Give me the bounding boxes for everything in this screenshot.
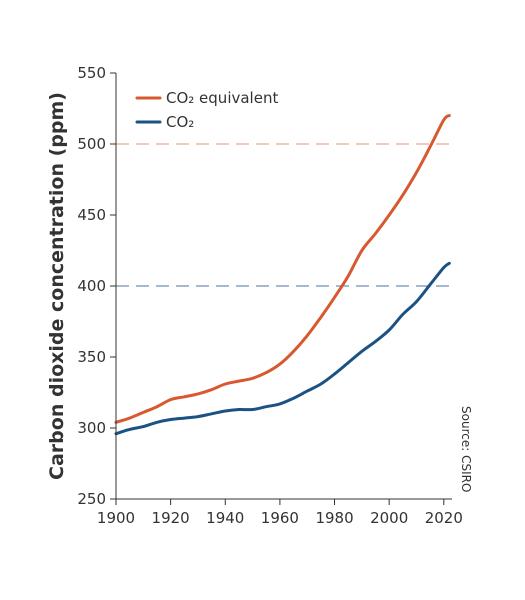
legend-item-co2: CO₂ — [135, 113, 194, 131]
series-lines — [114, 114, 451, 436]
x-tick-label: 2000 — [370, 509, 408, 527]
x-axis-ticks: 1900 1920 1940 1960 1980 2000 2020 — [97, 499, 463, 527]
y-tick-label: 400 — [77, 277, 106, 295]
y-axis-title: Carbon dioxide concentration (ppm) — [46, 92, 68, 480]
x-tick-label: 1940 — [206, 509, 244, 527]
legend-item-co2-equivalent: CO₂ equivalent — [135, 89, 278, 107]
y-tick-label: 500 — [77, 135, 106, 153]
reference-lines — [116, 143, 452, 287]
legend: CO₂ equivalent CO₂ — [135, 89, 278, 131]
y-tick-label: 550 — [77, 64, 106, 82]
x-tick-label: 1900 — [97, 509, 135, 527]
y-tick-label: 300 — [77, 419, 106, 437]
legend-label: CO₂ equivalent — [166, 89, 278, 107]
x-tick-label: 1980 — [315, 509, 353, 527]
legend-label: CO₂ — [166, 113, 194, 131]
x-tick-label: 1960 — [261, 509, 299, 527]
y-tick-label: 250 — [77, 490, 106, 508]
source-label: Source: CSIRO — [459, 406, 473, 492]
series-co2-equivalent-line — [114, 114, 451, 424]
y-axis-ticks: 250 300 350 400 450 500 550 — [77, 64, 116, 508]
x-tick-label: 1920 — [152, 509, 190, 527]
x-tick-label: 2020 — [425, 509, 463, 527]
y-tick-label: 350 — [77, 348, 106, 366]
series-co2-line — [114, 261, 451, 436]
y-tick-label: 450 — [77, 206, 106, 224]
